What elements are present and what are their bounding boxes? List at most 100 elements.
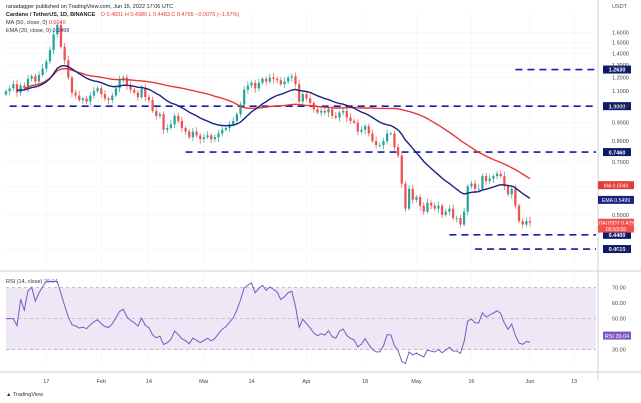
candle	[41, 64, 44, 77]
candle-body	[180, 120, 184, 128]
candle	[290, 73, 293, 83]
candle-body	[59, 24, 63, 47]
candle-body	[466, 186, 469, 212]
candle-body	[26, 78, 30, 89]
publisher-line: ranadagger published on TradingView.com,…	[6, 4, 174, 10]
time-tick-label: May	[411, 379, 422, 385]
level-tag	[603, 148, 631, 157]
candle	[177, 112, 180, 124]
ma-legend[interactable]: MA (50, close, 0) 0.6040	[6, 20, 66, 26]
candle	[111, 92, 114, 104]
candle-body	[525, 221, 528, 225]
candle-body	[495, 173, 499, 177]
candle	[166, 124, 169, 133]
candle-body	[254, 82, 257, 89]
candle	[327, 106, 330, 117]
price-tick-label: 0.9000	[612, 121, 629, 127]
candle-body	[213, 137, 217, 140]
candle-body	[451, 208, 455, 218]
candle	[81, 96, 85, 104]
rsi-tag-label: RSI 39.04	[605, 334, 629, 340]
rsi-tag	[603, 331, 631, 340]
price-tick-label: 1.4000	[612, 51, 629, 57]
candle-body	[265, 78, 268, 82]
candle-body	[30, 76, 33, 79]
candle-body	[195, 131, 198, 136]
candle-body	[158, 114, 162, 116]
candle	[96, 86, 99, 94]
candle-body	[96, 88, 99, 92]
candle-body	[235, 114, 239, 121]
candle	[363, 124, 367, 135]
candle	[279, 77, 282, 87]
candle-body	[272, 77, 275, 79]
candle	[451, 204, 455, 221]
candle-body	[481, 176, 484, 189]
candle-body	[162, 114, 165, 130]
candle	[74, 89, 77, 99]
candle	[316, 106, 319, 115]
candle-body	[374, 141, 378, 146]
tradingview-brand: TradingView	[12, 392, 44, 398]
ma-legend-label: MA (50, close, 0)	[6, 20, 48, 26]
candle	[213, 134, 217, 142]
currency-label: USDT	[612, 4, 627, 10]
candle-body	[261, 78, 264, 83]
candle-body	[100, 88, 103, 95]
candle	[158, 112, 162, 119]
rsi-line	[6, 281, 531, 365]
rsi-legend-value: 39.04	[43, 279, 58, 285]
candle-body	[276, 78, 279, 81]
candle	[257, 78, 260, 92]
candle	[415, 195, 418, 203]
candle-body	[503, 176, 506, 187]
candle	[400, 150, 403, 189]
candle-body	[173, 115, 176, 125]
candle	[195, 127, 198, 138]
candle-body	[202, 137, 206, 140]
candle	[466, 184, 469, 216]
candle-body	[382, 141, 385, 146]
candle-body	[334, 115, 337, 118]
candle	[385, 129, 389, 145]
candle	[528, 216, 532, 228]
price-tag	[598, 195, 634, 204]
candle	[367, 123, 370, 137]
candle	[199, 133, 202, 144]
ema-legend[interactable]: EMA (20, close, 0) 0.5499	[6, 28, 69, 34]
candle	[492, 174, 495, 184]
candle	[418, 194, 422, 211]
candle	[525, 217, 528, 228]
tradingview-logo[interactable]: ▲ TradingView	[6, 392, 43, 398]
candle-body	[396, 147, 400, 156]
candle-body	[444, 211, 447, 215]
candle	[254, 79, 257, 93]
candle-body	[246, 85, 249, 90]
candle	[30, 74, 33, 82]
ma-legend-value: 0.6040	[48, 20, 66, 26]
candle-body	[342, 110, 345, 113]
ma-50-line	[24, 67, 531, 180]
candle-body	[89, 95, 92, 102]
candle	[294, 72, 297, 88]
time-tick-label: 14	[146, 379, 152, 385]
level-tag-label: 1.0000	[609, 104, 626, 110]
candle-body	[268, 77, 271, 82]
ema-legend-label: EMA (20, close, 0)	[6, 28, 51, 34]
price-tick-label: 0.7000	[612, 160, 629, 166]
candle-body	[125, 77, 129, 86]
candle	[4, 89, 8, 97]
candle	[210, 133, 213, 143]
candle-body	[488, 178, 491, 182]
candle	[356, 119, 359, 136]
candle	[23, 82, 26, 91]
candle-body	[206, 135, 209, 138]
candle-body	[353, 120, 356, 123]
candle-body	[107, 98, 110, 100]
candle-body	[349, 117, 352, 121]
candle-body	[23, 85, 26, 89]
candle-body	[422, 205, 425, 212]
rsi-tick-label: 70.00	[612, 286, 626, 292]
candle	[349, 113, 352, 125]
rsi-legend[interactable]: RSI (14, close) 39.04	[6, 279, 58, 285]
